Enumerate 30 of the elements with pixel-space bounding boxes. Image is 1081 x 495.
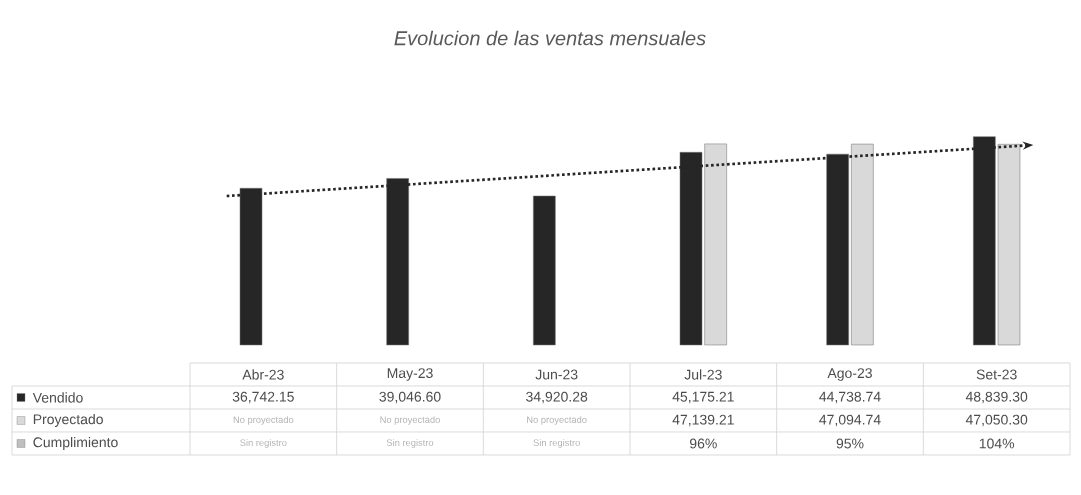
data-label: 44,738.74 (819, 391, 881, 404)
bar (533, 195, 556, 346)
x-tick-label: Ago-23 (827, 368, 872, 381)
chart-title: Evolucion de las ventas mensuales (394, 30, 706, 46)
text: Sin registro (240, 439, 287, 448)
data-label: 47,094.74 (819, 414, 881, 427)
data-label: 34,920.28 (526, 391, 588, 404)
data-label: 47,139.21 (672, 414, 734, 427)
x-tick-label: May-23 (387, 368, 433, 381)
text: No proyectado (527, 416, 587, 425)
text: Sin registro (386, 439, 434, 448)
text: No proyectado (380, 416, 440, 425)
x-tick-label: Jun-23 (535, 369, 578, 380)
bar (851, 143, 874, 346)
legend-label: Vendido (32, 392, 83, 403)
data-label: 45,175.21 (672, 391, 734, 404)
x-tick-label: Abr-23 (242, 369, 284, 380)
text: Sin registro (533, 439, 580, 448)
text: No proyectado (233, 416, 294, 425)
text: 104% (979, 438, 1015, 449)
text: 95% (836, 438, 864, 449)
x-tick-label: Jul-23 (684, 369, 722, 380)
x-tick-label: Set-23 (976, 369, 1017, 380)
data-label: 47,050.30 (965, 414, 1028, 427)
data-label: 48,839.30 (965, 391, 1028, 404)
data-label: 36,742.15 (232, 391, 294, 404)
legend-label: Cumplimiento (33, 436, 118, 451)
data-label: 39,046.60 (379, 391, 441, 404)
text: 96% (689, 438, 717, 449)
legend-label: Proyectado (33, 413, 103, 428)
